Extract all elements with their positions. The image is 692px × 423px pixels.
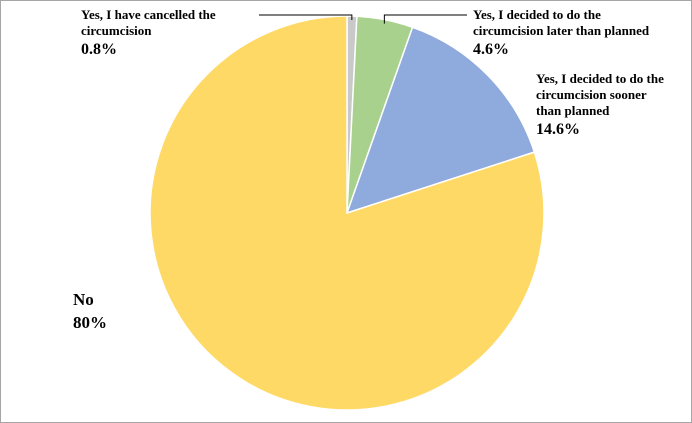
slice-value-sooner: 14.6% xyxy=(536,121,580,138)
slice-name-sooner-line2: circumcision sooner xyxy=(536,87,647,102)
leader-line-later xyxy=(383,14,467,24)
slice-name-later-line1: Yes, I decided to do the xyxy=(473,7,601,22)
slice-label-sooner: Yes, I decided to do the circumcision so… xyxy=(536,71,664,138)
slice-name-no: No xyxy=(73,290,94,309)
leader-lines xyxy=(259,14,467,24)
slice-label-later: Yes, I decided to do the circumcision la… xyxy=(473,7,650,58)
slice-name-cancelled-line2: circumcision xyxy=(81,23,152,38)
slice-name-sooner-line3: than planned xyxy=(536,103,610,118)
leader-line-cancelled xyxy=(259,14,353,21)
slice-value-no: 80% xyxy=(73,313,107,332)
slice-name-cancelled-line1: Yes, I have cancelled the xyxy=(81,7,216,22)
slice-label-cancelled: Yes, I have cancelled the circumcision 0… xyxy=(81,7,216,58)
slice-label-no: No 80% xyxy=(73,290,107,332)
slice-value-later: 4.6% xyxy=(473,41,509,58)
slice-name-sooner-line1: Yes, I decided to do the xyxy=(536,71,664,86)
pie-slice-no xyxy=(149,15,545,411)
slice-value-cancelled: 0.8% xyxy=(81,41,117,58)
slice-name-later-line2: circumcision later than planned xyxy=(473,23,650,38)
pie-slices xyxy=(149,15,545,411)
